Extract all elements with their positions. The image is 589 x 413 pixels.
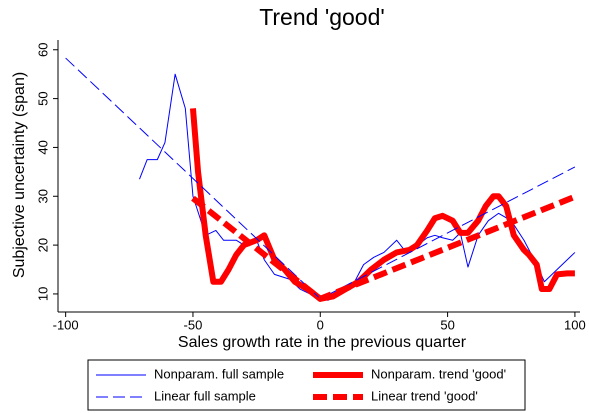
- x-tick-label: -50: [184, 317, 203, 332]
- y-tick-label: 10: [35, 287, 50, 301]
- chart-title: Trend 'good': [259, 4, 385, 30]
- legend-label: Linear trend 'good': [371, 388, 478, 403]
- x-tick-label: 0: [317, 317, 324, 332]
- y-tick-label: 20: [35, 238, 50, 252]
- series-line: [191, 193, 577, 302]
- x-tick-label: -100: [53, 317, 79, 332]
- legend-label: Linear full sample: [154, 388, 256, 403]
- y-tick-label: 50: [35, 91, 50, 105]
- y-axis-label: Subjective uncertainty (span): [11, 72, 28, 278]
- x-axis-label: Sales growth rate in the previous quarte…: [178, 334, 467, 351]
- y-tick-label: 30: [35, 189, 50, 203]
- x-tick-label: 50: [440, 317, 454, 332]
- x-tick-label: 100: [564, 317, 586, 332]
- legend-label: Nonparam. full sample: [154, 366, 284, 381]
- y-tick-label: 60: [35, 43, 50, 57]
- legend-label: Nonparam. trend 'good': [371, 366, 506, 381]
- series-line: [189, 108, 575, 302]
- y-tick-label: 40: [35, 140, 50, 154]
- legend: [87, 359, 526, 411]
